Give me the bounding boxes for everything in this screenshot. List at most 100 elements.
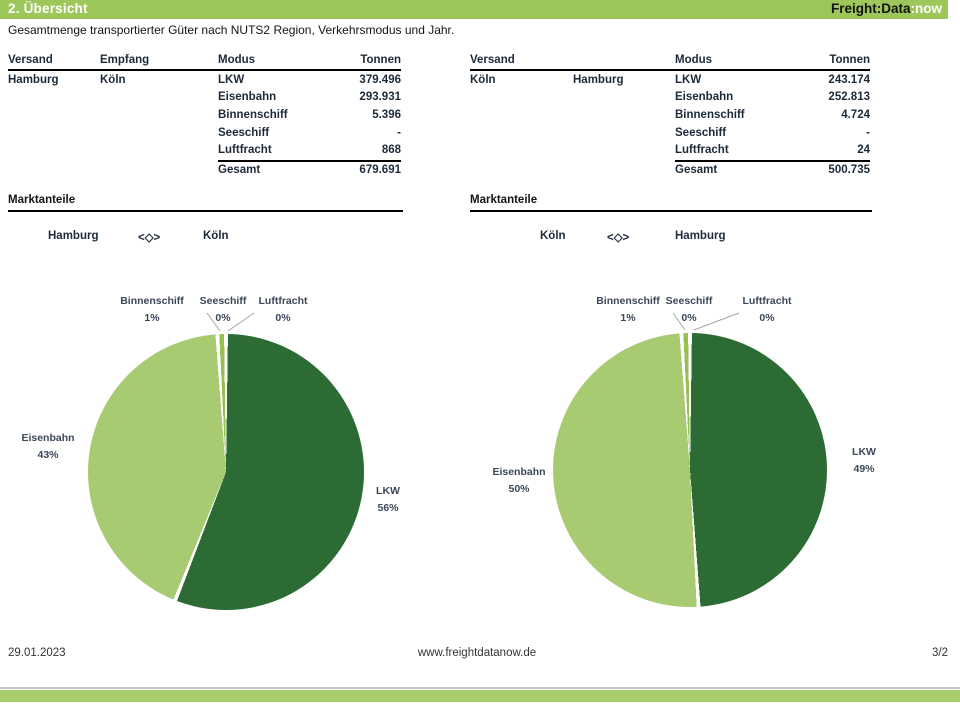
tonnen-cell: - <box>866 126 870 139</box>
slice-label: Luftfracht <box>258 295 308 307</box>
marktanteile-heading-left: Marktanteile <box>8 194 403 212</box>
modus-cell: Eisenbahn <box>675 91 734 104</box>
page-title: 2. Übersicht <box>8 1 88 16</box>
slice-label: Binnenschiff <box>596 295 660 307</box>
pie-label-seeschiff: Seeschiff 0% <box>666 293 713 326</box>
marktanteile-heading-right: Marktanteile <box>470 194 872 212</box>
gesamt-value: 500.735 <box>828 163 870 176</box>
pie-label-binnenschiff: Binnenschiff 1% <box>596 293 660 326</box>
tonnen-cell: 5.396 <box>372 108 401 121</box>
slice-percent: 43% <box>37 448 59 461</box>
slice-percent: 0% <box>759 311 775 324</box>
pie-label-binnenschiff: Binnenschiff 1% <box>120 293 184 326</box>
table-row: Köln Hamburg LKW 243.174 <box>470 71 870 89</box>
table-row: Seeschiff - <box>470 124 870 142</box>
pie-chart-left <box>88 334 364 610</box>
subtitle: Gesamtmenge transportierter Güter nach N… <box>8 23 455 37</box>
route-from-left: Hamburg <box>48 230 99 242</box>
tonnen-cell: 24 <box>857 144 870 157</box>
slice-percent: 1% <box>620 311 636 324</box>
modus-cell: LKW <box>218 73 245 86</box>
table-header-row: Versand Empfang Modus Tonnen <box>8 54 401 71</box>
slice-percent: 49% <box>853 462 875 475</box>
col-header-empfang <box>573 54 675 66</box>
bottom-green-bar <box>0 690 960 702</box>
pie-label-luftfracht: Luftfracht 0% <box>743 293 792 326</box>
pie-label-eisenbahn: Eisenbahn 50% <box>492 464 545 497</box>
slice-percent: 0% <box>215 311 231 324</box>
modus-cell: Binnenschiff <box>218 108 288 121</box>
slice-percent: 0% <box>275 311 291 324</box>
total-underline: Gesamt 500.735 <box>675 159 870 176</box>
slice-label: Eisenbahn <box>492 466 546 478</box>
slice-label: Luftfracht <box>742 295 792 307</box>
col-header-versand: Versand <box>8 54 53 66</box>
empfang-cell: Hamburg <box>573 73 624 86</box>
modus-cell: Binnenschiff <box>675 108 745 121</box>
modus-cell: Luftfracht <box>218 144 272 157</box>
modus-cell: LKW <box>675 73 702 86</box>
route-symbol-right: <◇> <box>607 232 630 244</box>
table-row: Hamburg Köln LKW 379.496 <box>8 71 401 89</box>
versand-cell: Köln <box>470 73 496 86</box>
tonnen-cell: 379.496 <box>359 73 401 86</box>
tonnen-cell: 868 <box>381 144 401 157</box>
slice-percent: 56% <box>377 501 399 514</box>
tonnen-cell: 4.724 <box>841 108 870 121</box>
title-bar <box>0 0 948 19</box>
tonnen-cell: - <box>397 126 401 139</box>
slice-percent: 0% <box>681 311 697 324</box>
table-row: Eisenbahn 252.813 <box>470 89 870 107</box>
table-total-row: Gesamt 679.691 <box>8 159 401 177</box>
freight-table-right: Versand Modus Tonnen Köln Hamburg LKW 24… <box>470 54 870 177</box>
gesamt-value: 679.691 <box>359 163 401 176</box>
modus-cell: Seeschiff <box>218 126 270 139</box>
table-row: Eisenbahn 293.931 <box>8 89 401 107</box>
pie-label-lkw: LKW 49% <box>852 444 876 477</box>
col-header-modus: Modus <box>218 54 256 66</box>
tonnen-cell: 293.931 <box>359 91 401 104</box>
route-to-right: Hamburg <box>675 230 726 242</box>
table-row: Seeschiff - <box>8 124 401 142</box>
table-row: Luftfracht 868 <box>8 141 401 159</box>
col-header-versand: Versand <box>470 54 515 66</box>
table-header-row: Versand Modus Tonnen <box>470 54 870 71</box>
brand-logo-light: :now <box>910 1 943 16</box>
col-header-tonnen: Tonnen <box>360 54 401 66</box>
total-underline: Gesamt 679.691 <box>218 159 401 176</box>
empfang-cell: Köln <box>100 73 126 86</box>
pie-chart-right <box>553 333 827 607</box>
gesamt-label: Gesamt <box>218 163 261 176</box>
brand-logo-dark: Freight:Data <box>830 1 911 16</box>
pie-label-seeschiff: Seeschiff 0% <box>200 293 247 326</box>
slice-percent: 50% <box>508 482 530 495</box>
table-row: Binnenschiff 5.396 <box>8 106 401 124</box>
brand-logo: Freight:Data:now <box>831 1 942 16</box>
route-symbol-left: <◇> <box>138 232 161 244</box>
pie-label-lkw: LKW 56% <box>376 483 400 516</box>
footer-divider-line <box>0 687 960 689</box>
slice-label: Binnenschiff <box>120 295 184 307</box>
slice-label: Eisenbahn <box>21 432 75 444</box>
tonnen-cell: 252.813 <box>828 91 870 104</box>
tonnen-cell: 243.174 <box>828 73 870 86</box>
pie-label-eisenbahn: Eisenbahn 43% <box>21 430 74 463</box>
slice-label: LKW <box>376 485 400 497</box>
col-header-modus: Modus <box>675 54 713 66</box>
table-total-row: Gesamt 500.735 <box>470 159 870 177</box>
col-header-tonnen: Tonnen <box>829 54 870 66</box>
table-row: Binnenschiff 4.724 <box>470 106 870 124</box>
route-to-left: Köln <box>203 230 229 242</box>
slice-label: Seeschiff <box>665 295 713 307</box>
modus-cell: Seeschiff <box>675 126 727 139</box>
modus-cell: Eisenbahn <box>218 91 277 104</box>
footer-date: 29.01.2023 <box>8 647 66 659</box>
route-from-right: Köln <box>540 230 566 242</box>
page-number: 3/2 <box>932 647 948 659</box>
pie-label-luftfracht: Luftfracht 0% <box>259 293 308 326</box>
slice-percent: 1% <box>144 311 160 324</box>
slice-label: LKW <box>852 446 876 458</box>
gesamt-label: Gesamt <box>675 163 718 176</box>
versand-cell: Hamburg <box>8 73 59 86</box>
